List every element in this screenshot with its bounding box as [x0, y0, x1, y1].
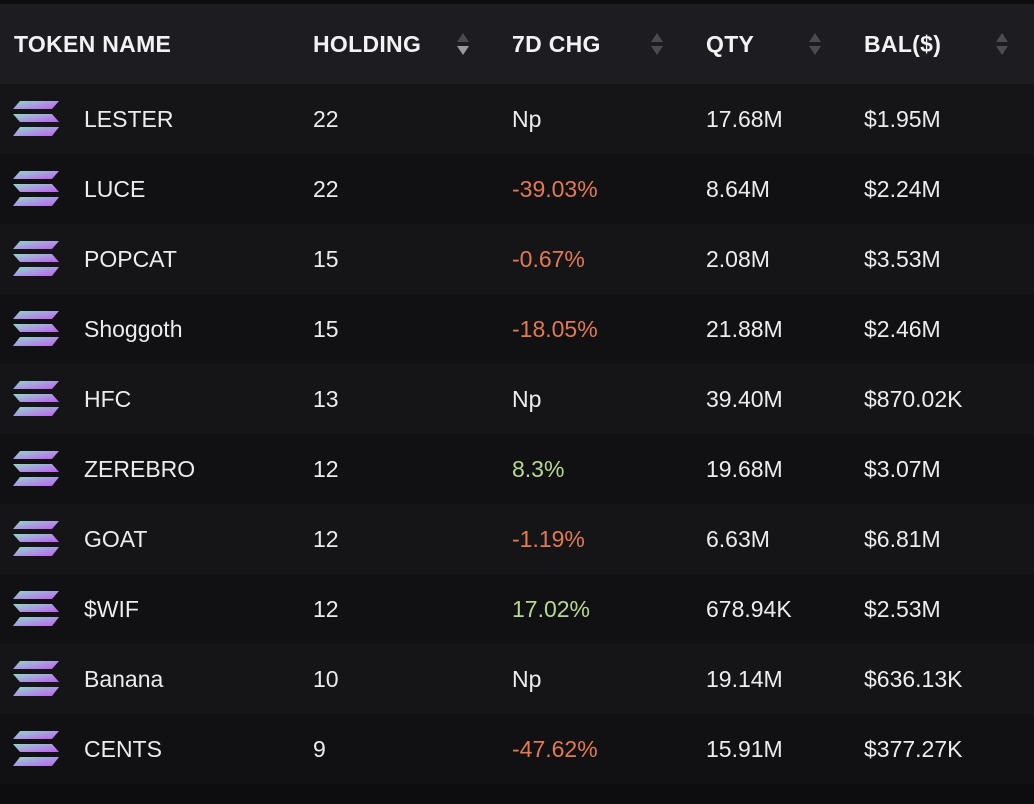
solana-logo-icon: [12, 154, 60, 224]
7d-change-value: Np: [512, 385, 542, 412]
qty-value: 21.88M: [706, 315, 783, 342]
token-name[interactable]: POPCAT: [84, 245, 177, 272]
balance-value: $636.13K: [864, 665, 963, 692]
solana-logo-icon: [12, 434, 60, 504]
balance-value: $3.53M: [864, 245, 941, 272]
table-row[interactable]: LUCE 22 -39.03% 8.64M $2.24M: [0, 154, 1034, 224]
solana-logo-icon: [12, 714, 60, 784]
balance-value: $377.27K: [864, 735, 963, 762]
balance-value: $6.81M: [864, 525, 941, 552]
7d-change-value: -18.05%: [512, 315, 598, 342]
qty-value: 39.40M: [706, 385, 783, 412]
token-holdings-table: TOKEN NAME HOLDING 7D CHG QTY BAL($): [0, 4, 1034, 784]
7d-change-value: -39.03%: [512, 175, 598, 202]
7d-change-value: -1.19%: [512, 525, 585, 552]
holding-value: 12: [313, 595, 339, 622]
token-name[interactable]: HFC: [84, 385, 132, 412]
sort-bal-icon[interactable]: [996, 4, 1008, 84]
balance-value: $1.95M: [864, 105, 941, 132]
qty-value: 19.14M: [706, 665, 783, 692]
table-row[interactable]: CENTS 9 -47.62% 15.91M $377.27K: [0, 714, 1034, 784]
holding-value: 22: [313, 175, 339, 202]
sort-holding-icon[interactable]: [457, 4, 469, 84]
solana-logo-icon: [12, 574, 60, 644]
solana-logo-icon: [12, 364, 60, 434]
7d-change-value: 17.02%: [512, 595, 591, 622]
column-header-7d-chg[interactable]: 7D CHG: [512, 30, 601, 57]
table-row[interactable]: ZEREBRO 12 8.3% 19.68M $3.07M: [0, 434, 1034, 504]
table-row[interactable]: Shoggoth 15 -18.05% 21.88M $2.46M: [0, 294, 1034, 364]
qty-value: 17.68M: [706, 105, 783, 132]
qty-value: 15.91M: [706, 735, 783, 762]
sort-7d-chg-icon[interactable]: [651, 4, 663, 84]
holding-value: 9: [313, 735, 326, 762]
7d-change-value: 8.3%: [512, 455, 565, 482]
column-header-holding[interactable]: HOLDING: [313, 30, 422, 57]
balance-value: $3.07M: [864, 455, 941, 482]
holding-value: 15: [313, 315, 339, 342]
qty-value: 2.08M: [706, 245, 770, 272]
qty-value: 8.64M: [706, 175, 770, 202]
token-name[interactable]: Banana: [84, 665, 164, 692]
holding-value: 13: [313, 385, 339, 412]
holding-value: 10: [313, 665, 339, 692]
solana-logo-icon: [12, 84, 60, 154]
table-row[interactable]: GOAT 12 -1.19% 6.63M $6.81M: [0, 504, 1034, 574]
column-header-qty[interactable]: QTY: [706, 30, 755, 57]
7d-change-value: Np: [512, 665, 542, 692]
7d-change-value: -47.62%: [512, 735, 598, 762]
balance-value: $2.53M: [864, 595, 941, 622]
token-name[interactable]: ZEREBRO: [84, 455, 196, 482]
holding-value: 12: [313, 455, 339, 482]
sort-qty-icon[interactable]: [809, 4, 821, 84]
table-row[interactable]: Banana 10 Np 19.14M $636.13K: [0, 644, 1034, 714]
column-header-token-name[interactable]: TOKEN NAME: [14, 30, 172, 57]
solana-logo-icon: [12, 294, 60, 364]
7d-change-value: Np: [512, 105, 542, 132]
balance-value: $2.24M: [864, 175, 941, 202]
solana-logo-icon: [12, 224, 60, 294]
balance-value: $2.46M: [864, 315, 941, 342]
token-name[interactable]: Shoggoth: [84, 315, 183, 342]
table-row[interactable]: POPCAT 15 -0.67% 2.08M $3.53M: [0, 224, 1034, 294]
table-row[interactable]: HFC 13 Np 39.40M $870.02K: [0, 364, 1034, 434]
balance-value: $870.02K: [864, 385, 963, 412]
token-name[interactable]: CENTS: [84, 735, 162, 762]
qty-value: 19.68M: [706, 455, 783, 482]
token-name[interactable]: GOAT: [84, 525, 148, 552]
solana-logo-icon: [12, 644, 60, 714]
token-name[interactable]: LESTER: [84, 105, 174, 132]
token-name[interactable]: LUCE: [84, 175, 146, 202]
table-row[interactable]: $WIF 12 17.02% 678.94K $2.53M: [0, 574, 1034, 644]
holding-value: 22: [313, 105, 339, 132]
table-header: TOKEN NAME HOLDING 7D CHG QTY BAL($): [0, 4, 1034, 84]
holding-value: 15: [313, 245, 339, 272]
7d-change-value: -0.67%: [512, 245, 585, 272]
qty-value: 6.63M: [706, 525, 770, 552]
qty-value: 678.94K: [706, 595, 792, 622]
solana-logo-icon: [12, 504, 60, 574]
column-header-bal[interactable]: BAL($): [864, 30, 942, 57]
holding-value: 12: [313, 525, 339, 552]
token-name[interactable]: $WIF: [84, 595, 139, 622]
table-row[interactable]: LESTER 22 Np 17.68M $1.95M: [0, 84, 1034, 154]
